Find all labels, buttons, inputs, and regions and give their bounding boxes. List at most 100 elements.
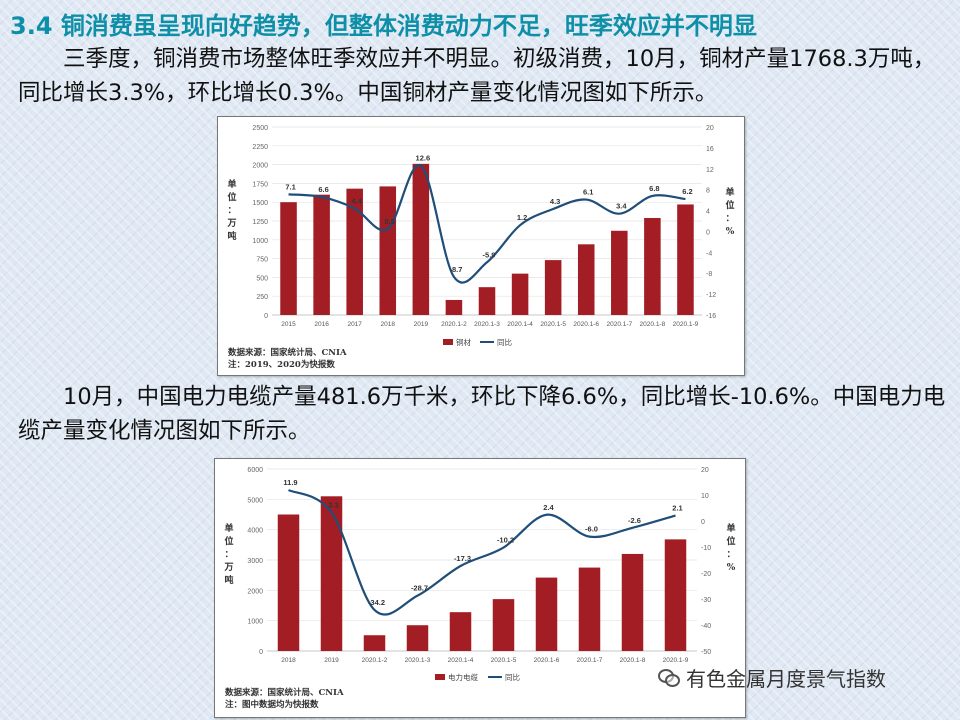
legend-swatch-bar (435, 674, 445, 680)
series-line-同比 (287, 489, 676, 616)
y2-tick-label: 0 (706, 229, 710, 236)
data-label: 4.4 (351, 196, 362, 205)
data-label: -34.2 (368, 598, 385, 607)
bar-2015 (280, 202, 297, 315)
series-line-同比 (288, 164, 686, 284)
x-tick-label: 2019 (324, 657, 339, 664)
data-label: -6.0 (585, 525, 598, 534)
section-heading: 3.4 铜消费虽呈现向好趋势，但整体消费动力不足，旺季效应并不明显 (10, 12, 757, 40)
x-tick-label: 2018 (381, 321, 396, 328)
bar-2019 (320, 496, 343, 651)
y2-tick-label: 10 (701, 493, 709, 500)
watermark: 有色金属月度景气指数 (658, 663, 886, 692)
x-tick-label: 2020.1-6 (573, 321, 599, 328)
y-tick-label: 1500 (252, 200, 268, 207)
x-tick-label: 2016 (314, 321, 329, 328)
bar-2020.1-7 (611, 230, 628, 315)
x-tick-label: 2020.1-6 (534, 657, 560, 664)
bar-2020.1-7 (578, 567, 601, 651)
bar-2020.1-6 (577, 244, 595, 315)
y-tick-label: 2000 (247, 588, 263, 595)
x-tick-label: 2020.1-4 (507, 321, 533, 328)
left-unit-label: 单位：万吨 (224, 524, 234, 586)
y2-tick-label: 20 (706, 125, 714, 132)
x-tick-label: 2020.1-7 (577, 657, 603, 664)
data-label: 11.9 (283, 478, 297, 487)
paragraph-cable-output: 10月，中国电力电缆产量481.6万千米，环比下降6.6%，同比增长-10.6%… (18, 384, 946, 444)
bar-2020.1-2 (363, 635, 386, 651)
y2-tick-label: -20 (701, 571, 711, 578)
x-tick-label: 2020.1-2 (441, 321, 467, 328)
copper-output-chart: 0 250 500 750 1000 1250 1500 1750 2000 2250 2500 -1… (217, 116, 745, 376)
y2-tick-label: -10 (701, 545, 711, 552)
data-label: -2.6 (628, 516, 641, 525)
y-tick-label: 750 (256, 257, 268, 264)
data-label: 3.3 (328, 500, 338, 509)
data-label: 2.1 (672, 504, 682, 513)
y2-tick-label: 4 (706, 209, 710, 216)
data-label: 6.8 (649, 184, 659, 193)
x-tick-label: 2017 (347, 321, 362, 328)
bar-2020.1-9 (677, 204, 694, 315)
right-unit-label: 单位：% (726, 524, 736, 573)
bar-2020.1-8 (621, 553, 644, 651)
legend-swatch-bar (443, 339, 453, 345)
x-tick-label: 2020.1-5 (491, 657, 517, 664)
y2-tick-label: 12 (706, 167, 714, 174)
y-tick-label: 500 (256, 275, 268, 282)
y2-tick-label: -12 (706, 292, 716, 299)
x-tick-label: 2019 (414, 321, 429, 328)
paragraph-copper-consumption: 三季度，铜消费市场整体旺季效应并不明显。初级消费，10月，铜材产量1768.3万… (18, 46, 936, 106)
legend-label-line: 同比 (505, 672, 520, 682)
bar-2020.1-8 (644, 217, 661, 315)
y2-tick-label: 0 (701, 519, 705, 526)
wechat-icon (658, 668, 680, 687)
bar-2020.1-4 (449, 612, 472, 651)
y-tick-label: 2250 (252, 144, 268, 151)
legend-label-line: 同比 (497, 337, 512, 347)
y2-tick-label: 20 (701, 467, 709, 474)
x-tick-label: 2020.1-8 (640, 321, 666, 328)
data-label: -10.2 (497, 536, 514, 545)
bar-2020.1-4 (511, 273, 529, 315)
x-tick-label: 2018 (281, 657, 296, 664)
y-tick-label: 1000 (247, 619, 263, 626)
bar-2020.1-5 (492, 599, 515, 651)
bar-2020.1-3 (478, 287, 496, 315)
data-label: 6.1 (583, 188, 593, 197)
y2-tick-label: -50 (701, 649, 711, 656)
data-label: 2.4 (543, 503, 554, 512)
y2-tick-label: 16 (706, 146, 714, 153)
bar-2020.1-2 (445, 299, 463, 315)
bar-2020.1-5 (544, 260, 562, 315)
data-label: -5.9 (483, 250, 496, 259)
legend-label-bar: 铜材 (456, 337, 471, 347)
y2-tick-label: -30 (701, 597, 711, 604)
y-tick-label: 0 (264, 313, 268, 320)
y-tick-label: 250 (256, 294, 268, 301)
y-tick-label: 1000 (252, 238, 268, 245)
y-tick-label: 2500 (252, 125, 268, 132)
y2-tick-label: -4 (706, 250, 712, 257)
y-tick-label: 4000 (247, 528, 263, 535)
y-tick-label: 1250 (252, 219, 268, 226)
x-tick-label: 2020.1-3 (405, 657, 431, 664)
data-label: 12.6 (416, 154, 431, 163)
bar-2018 (277, 514, 300, 651)
left-unit-label: 单位：万吨 (227, 180, 237, 242)
y-tick-label: 2000 (252, 163, 268, 170)
cable-output-chart-svg: 0 1000 2000 3000 4000 5000 6000 -50 -40 -30 -20 -10… (247, 467, 711, 682)
bar-2016 (313, 194, 330, 315)
y-tick-label: 1750 (252, 181, 268, 188)
bar-2020.1-6 (535, 577, 558, 651)
data-label: 3.4 (616, 202, 627, 211)
x-tick-label: 2020.1-7 (606, 321, 632, 328)
x-tick-label: 2020.1-3 (474, 321, 500, 328)
bar-2018 (379, 186, 397, 315)
data-label: 6.2 (682, 187, 692, 196)
bar-2020.1-9 (664, 539, 687, 651)
bar-2017 (346, 188, 363, 315)
x-tick-label: 2020.1-4 (448, 657, 474, 664)
y-tick-label: 6000 (247, 467, 263, 474)
data-label: 0.5 (385, 217, 395, 226)
